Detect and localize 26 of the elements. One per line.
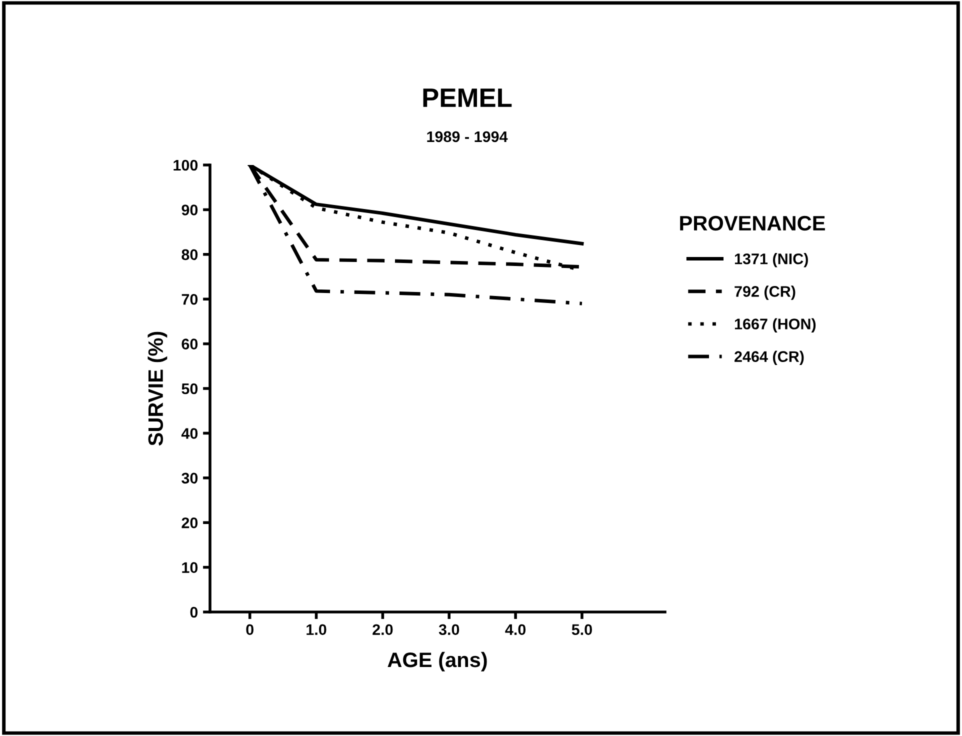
y-tick-label: 10: [182, 562, 198, 573]
x-tick-label: 2.0: [372, 624, 393, 636]
chart-subtitle: 1989 - 1994: [427, 131, 508, 142]
y-tick-label: 100: [174, 160, 198, 171]
y-tick-label: 50: [182, 383, 198, 394]
y-axis-title: SURVIE (%): [148, 332, 168, 446]
y-tick-label: 30: [182, 472, 198, 484]
chart-title: PEMEL: [423, 88, 512, 107]
y-tick-label: 80: [182, 249, 198, 260]
y-tick-label: 20: [182, 517, 198, 528]
x-tick-label: 5.0: [572, 624, 592, 636]
y-tick-label: 60: [182, 338, 198, 350]
legend-label: 1667 (HON): [734, 318, 816, 332]
x-tick-label: 1.0: [306, 624, 326, 636]
legend-label: 2464 (CR): [734, 350, 804, 366]
x-axis-title: AGE (ans): [388, 652, 487, 672]
y-tick-label: 0: [190, 606, 198, 618]
legend-label: 1371 (NIC): [734, 253, 808, 268]
x-tick-label: 4.0: [505, 624, 526, 636]
x-tick-label: 0: [246, 624, 254, 636]
x-tick-label: 3.0: [438, 624, 460, 636]
y-tick-label: 40: [181, 428, 198, 439]
y-tick-label: 70: [182, 294, 198, 305]
legend-label: 792 (CR): [734, 286, 796, 300]
y-tick-label: 90: [182, 204, 198, 216]
legend-title: PROVENANCE: [680, 216, 825, 231]
